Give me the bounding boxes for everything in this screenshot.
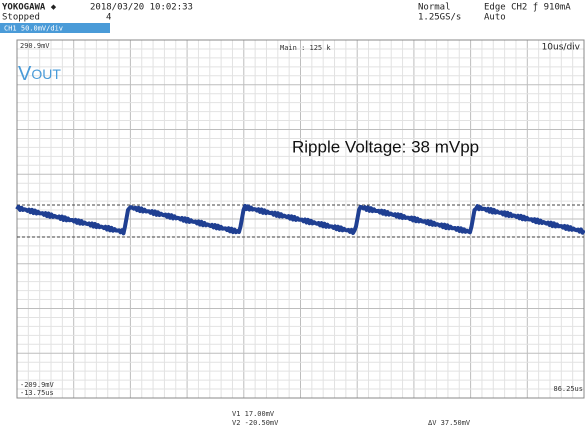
brand: YOKOGAWA ◆	[2, 3, 57, 13]
bottom-time: -13.75us	[20, 389, 54, 397]
annotation: Ripple Voltage: 38 mVpp	[292, 137, 479, 156]
acq-count: 4	[106, 13, 111, 23]
end-time: 86.25us	[553, 385, 583, 393]
cursor-dv-readout: ΔV 37.50mV	[428, 419, 471, 427]
top-level: 290.9mV	[20, 42, 50, 50]
main-length: Main : 125 k	[280, 44, 331, 52]
timebase: 10us/div	[542, 43, 581, 53]
trigger: Edge CH2 ƒ 910mA	[484, 3, 571, 13]
cursor-v2-readout: V2 -20.50mV	[232, 419, 279, 427]
mode: Normal	[418, 3, 451, 13]
trace-label-main: V	[18, 63, 32, 85]
sample-rate: 1.25GS/s	[418, 13, 461, 23]
trace-label: VOUT	[18, 63, 61, 85]
status: Stopped	[2, 13, 40, 23]
channel-box	[0, 23, 110, 33]
waveform	[15, 203, 585, 236]
trace-label-sub: OUT	[31, 66, 61, 82]
trigger-mode: Auto	[484, 13, 506, 23]
screen-frame	[16, 39, 585, 399]
datetime: 2018/03/20 10:02:33	[90, 3, 193, 13]
bottom-level: -209.9mV	[20, 381, 55, 389]
cursor-v1-readout: V1 17.00mV	[232, 410, 275, 418]
channel: CH1 50.0mV/div	[4, 25, 63, 33]
